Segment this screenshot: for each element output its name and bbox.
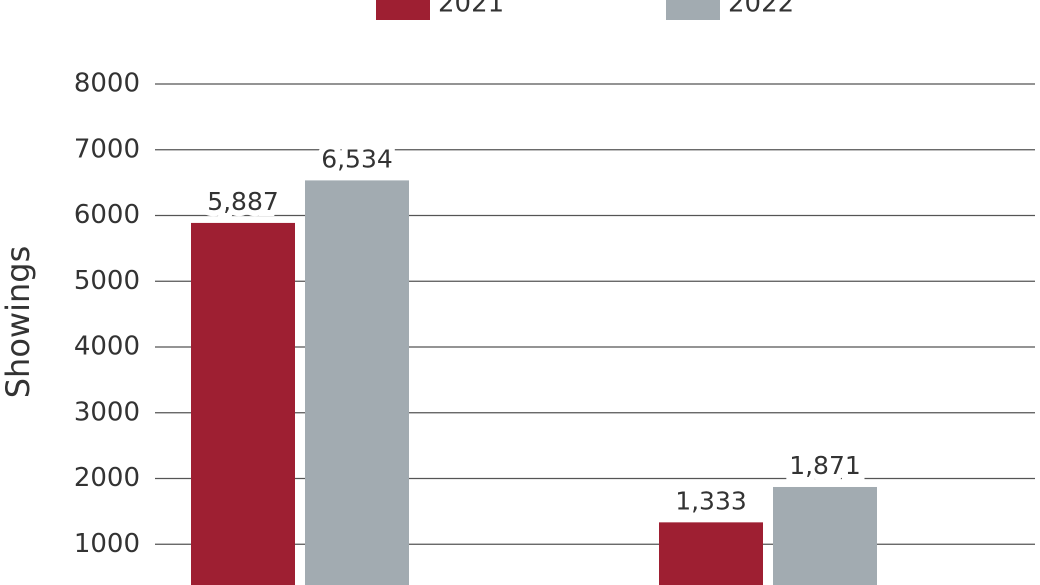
value-label: 1,333 — [675, 486, 747, 515]
value-label: 6,534 — [321, 144, 393, 173]
y-tick-label: 7000 — [74, 134, 140, 164]
y-tick-label: 5000 — [74, 266, 140, 296]
legend-label: 2021 — [438, 0, 504, 19]
y-tick-label: 4000 — [74, 332, 140, 362]
bar — [191, 222, 295, 585]
y-tick-label: 1000 — [74, 529, 140, 559]
y-tick-label: 6000 — [74, 200, 140, 230]
value-label: 5,887 — [207, 187, 279, 216]
y-axis-title: Showings — [0, 246, 37, 399]
bar — [773, 486, 877, 585]
bar — [305, 180, 409, 585]
y-tick-label: 2000 — [74, 463, 140, 493]
legend-swatch — [666, 0, 720, 20]
y-tick-label: 3000 — [74, 397, 140, 427]
bar — [659, 522, 763, 585]
value-label: 1,871 — [789, 451, 861, 480]
y-tick-label: 8000 — [74, 69, 140, 99]
legend-swatch — [376, 0, 430, 20]
legend-label: 2022 — [728, 0, 794, 19]
